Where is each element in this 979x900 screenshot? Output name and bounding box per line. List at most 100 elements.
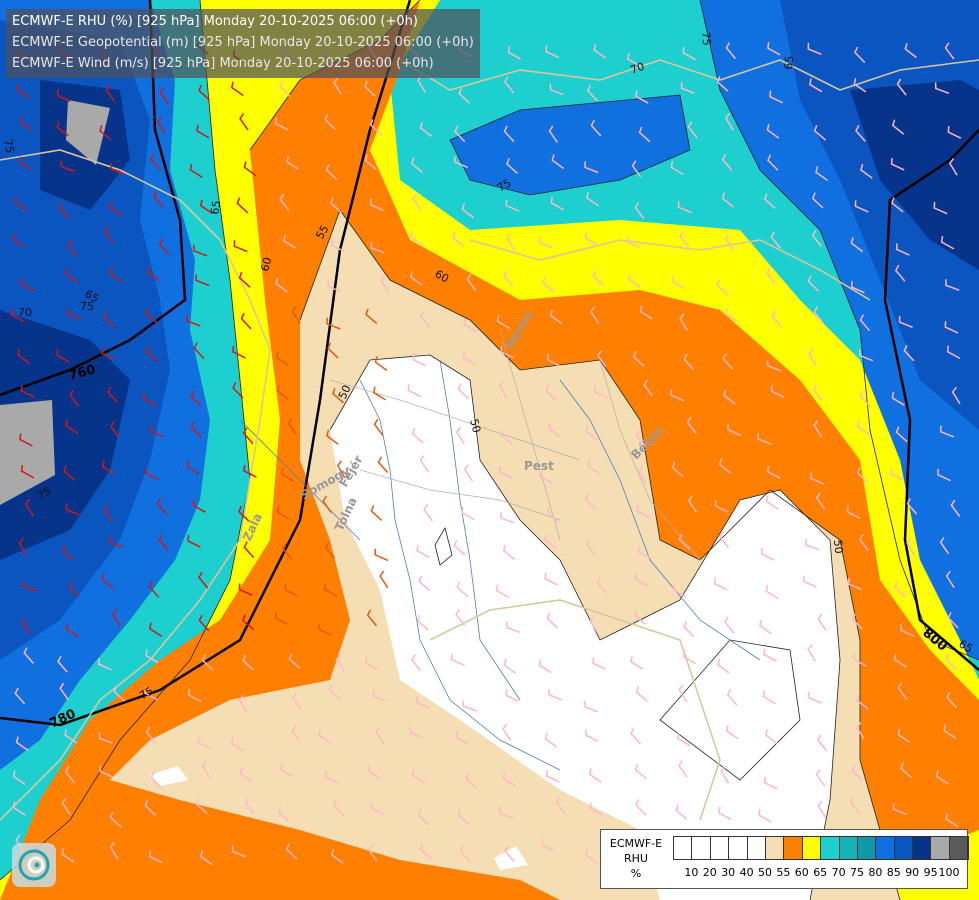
legend-label: 95 xyxy=(923,866,938,879)
legend-swatch xyxy=(802,837,822,859)
wind-barb xyxy=(291,306,301,324)
wind-barb xyxy=(679,230,690,248)
wind-barb xyxy=(627,52,641,67)
wind-barb xyxy=(716,279,728,296)
wind-barb xyxy=(677,732,691,747)
wind-barb xyxy=(860,163,873,179)
wind-barb xyxy=(12,232,25,248)
wind-barb xyxy=(723,389,736,405)
rhu-label: 50 xyxy=(336,383,354,401)
wind-barb xyxy=(107,386,119,404)
wind-barb xyxy=(240,312,252,330)
wind-barb xyxy=(502,544,516,561)
wind-barb xyxy=(455,426,466,445)
wind-barb xyxy=(318,623,333,636)
wind-barb xyxy=(409,726,424,739)
legend-swatch xyxy=(729,837,748,859)
wind-barb xyxy=(60,160,75,173)
wind-barb xyxy=(500,345,515,359)
wind-barb xyxy=(903,344,915,362)
wind-barb xyxy=(99,124,112,141)
wind-barb xyxy=(279,80,291,98)
wind-barb xyxy=(498,465,513,479)
wind-barb xyxy=(281,543,293,560)
wind-barb xyxy=(462,351,477,366)
geopotential-label: 760 xyxy=(67,362,97,384)
rhu-label: 55 xyxy=(313,223,331,242)
wind-barb xyxy=(149,424,164,438)
legend-label: 30 xyxy=(721,866,736,879)
legend-unit: % xyxy=(630,867,642,880)
wind-barb xyxy=(145,726,156,744)
wind-barb xyxy=(412,353,427,367)
wind-barb xyxy=(636,505,651,519)
wind-barb xyxy=(325,164,338,181)
legend-label: 40 xyxy=(739,866,754,879)
wind-barb xyxy=(374,548,389,562)
wind-barb xyxy=(946,345,961,360)
wind-barb xyxy=(588,768,602,783)
wind-barb xyxy=(858,534,870,552)
wind-barb xyxy=(243,161,257,177)
wind-barb xyxy=(186,314,201,327)
wind-barb xyxy=(242,614,255,631)
wind-barb xyxy=(418,575,431,592)
wind-barb xyxy=(144,799,156,816)
wind-barb xyxy=(627,235,641,249)
wind-barb xyxy=(898,316,913,328)
wind-barb xyxy=(457,383,470,400)
legend-swatch xyxy=(765,837,785,859)
wind-barb xyxy=(144,307,158,324)
wind-barb xyxy=(416,696,431,709)
legend-label: 75 xyxy=(850,866,864,879)
wind-barb xyxy=(896,78,907,96)
wind-barb xyxy=(190,390,202,407)
wind-barb xyxy=(366,609,378,627)
wind-barb xyxy=(158,534,169,551)
wind-barb xyxy=(634,202,645,220)
wind-barb xyxy=(67,308,82,320)
wind-barb xyxy=(817,613,827,632)
wind-barb xyxy=(198,571,209,589)
wind-barb xyxy=(367,764,381,780)
wind-barb xyxy=(242,654,255,671)
wind-barb xyxy=(725,42,736,60)
wind-barb xyxy=(409,271,423,286)
wind-barb xyxy=(763,776,778,790)
wind-barb xyxy=(724,112,734,131)
wind-barb xyxy=(503,269,514,287)
rhu-label: 75 xyxy=(137,684,156,702)
rhu-band-80-north xyxy=(450,95,690,195)
wind-barb xyxy=(330,239,345,252)
wind-barb xyxy=(20,464,35,479)
title-rhu: ECMWF-E RHU (%) [925 hPa] Monday 20-10-2… xyxy=(12,14,418,29)
wind-barb xyxy=(672,583,686,598)
wind-barb xyxy=(199,199,213,215)
wind-barb xyxy=(109,201,123,216)
wind-barb xyxy=(813,306,824,324)
wind-barb xyxy=(721,153,733,171)
wind-barb xyxy=(238,271,251,288)
wind-barb xyxy=(230,81,244,97)
wind-barb xyxy=(465,773,478,789)
legend-swatch xyxy=(876,837,895,859)
wind-barb xyxy=(411,654,422,672)
wind-barb xyxy=(593,385,608,399)
legend-swatch xyxy=(747,837,766,859)
wind-barb xyxy=(686,416,697,434)
wind-barb xyxy=(634,572,648,587)
legend-swatch xyxy=(931,837,950,859)
wind-barb xyxy=(763,648,777,662)
wind-barb xyxy=(763,193,776,209)
wind-barb xyxy=(450,653,465,666)
wind-barb xyxy=(459,845,472,863)
wind-barb xyxy=(724,616,735,634)
wind-barb xyxy=(856,694,869,710)
wind-barb xyxy=(545,384,557,402)
wind-barb xyxy=(950,499,961,517)
wind-barb xyxy=(280,763,294,778)
wind-barb xyxy=(156,116,166,135)
wind-barb xyxy=(199,850,213,866)
wind-barb xyxy=(586,84,598,102)
